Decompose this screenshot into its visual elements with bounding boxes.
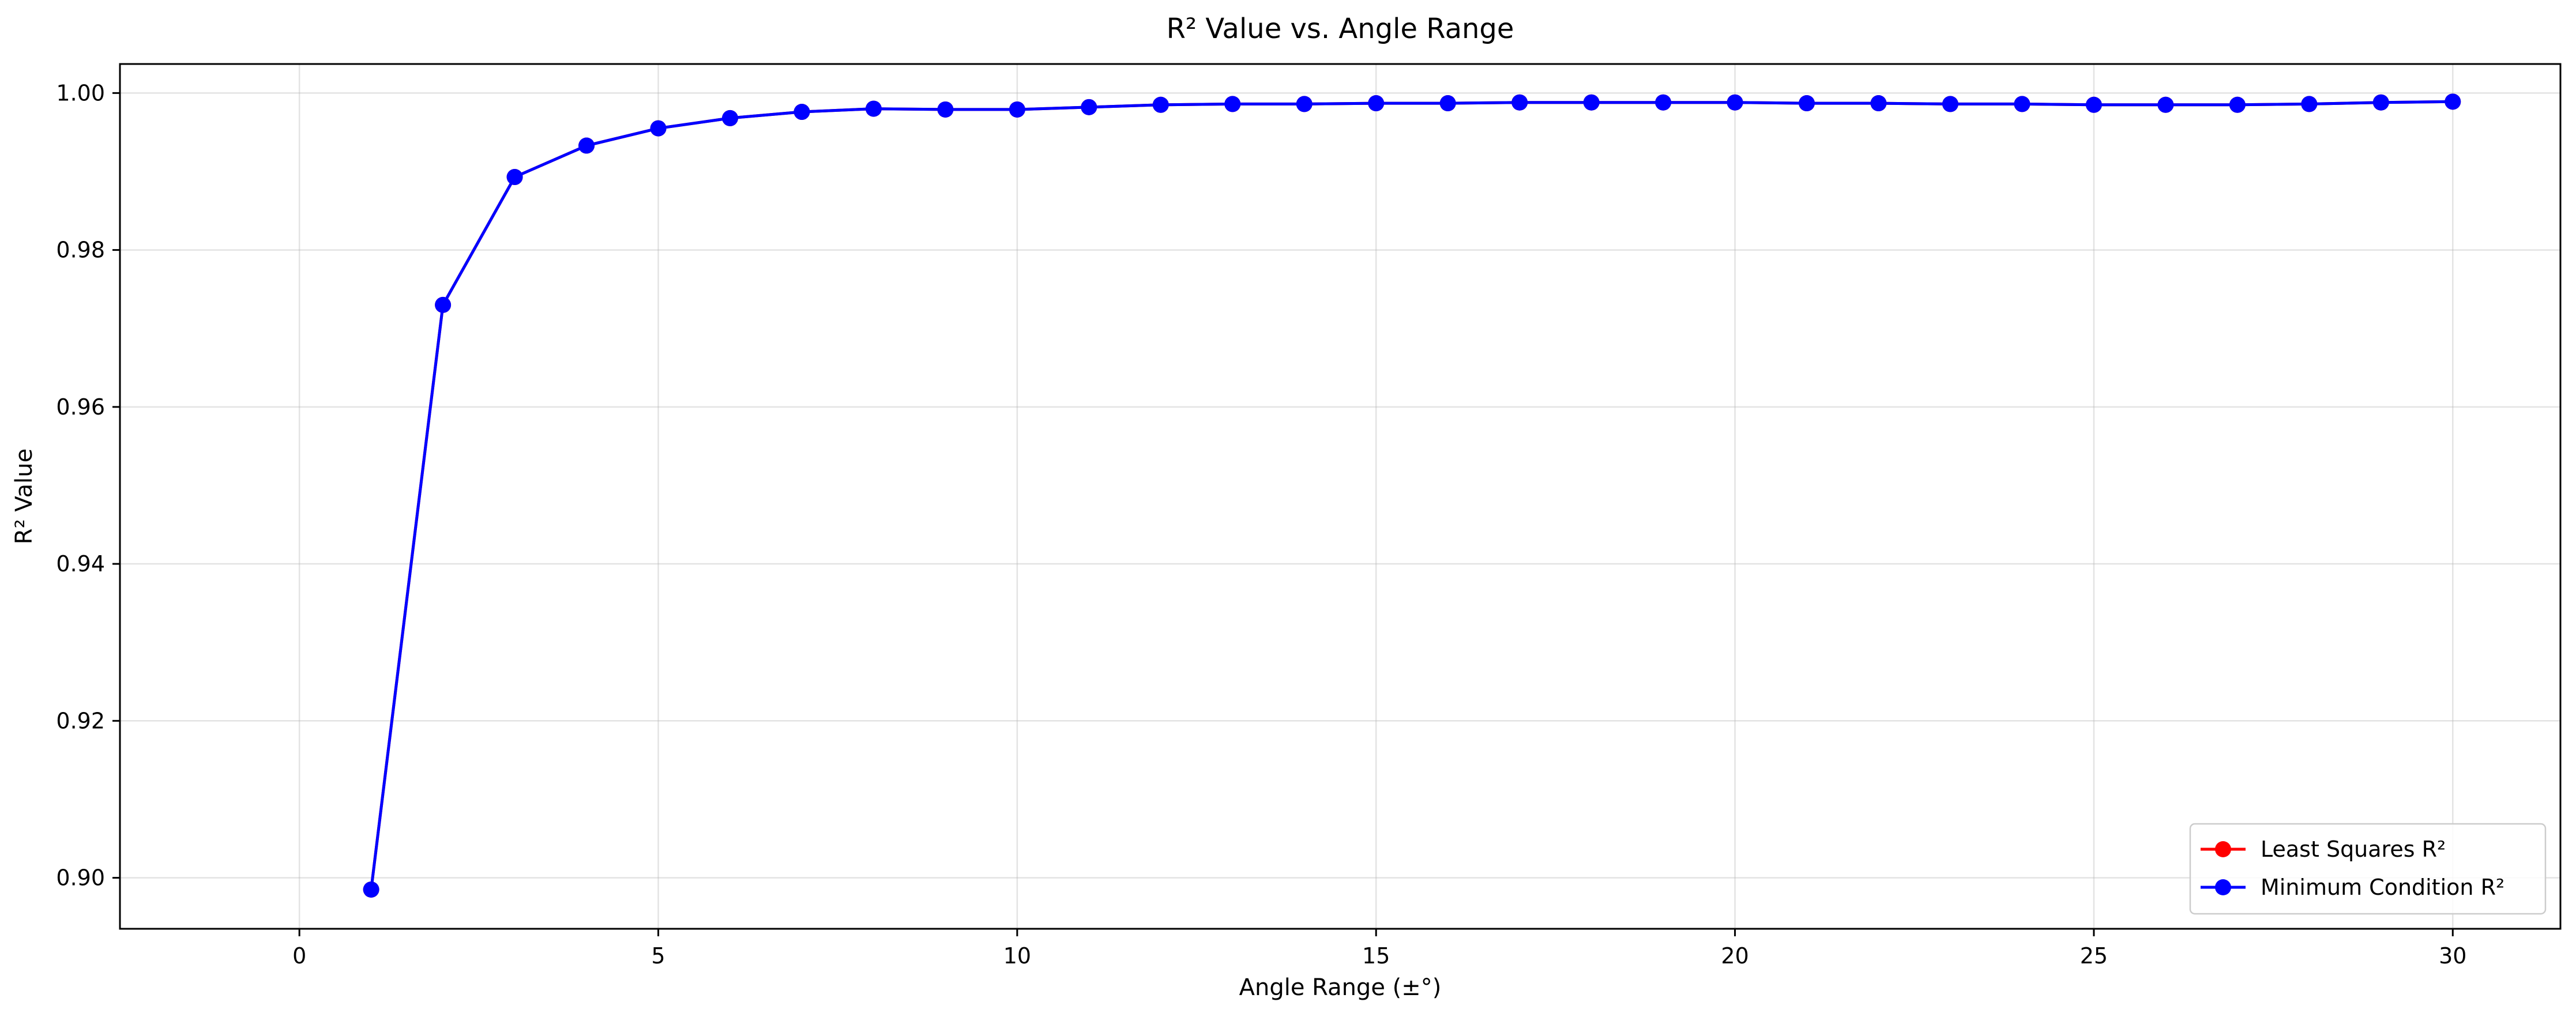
- chart-title: R² Value vs. Angle Range: [1167, 13, 1514, 45]
- data-point: [865, 100, 882, 117]
- x-tick-label: 15: [1362, 943, 1390, 969]
- legend-marker: [2215, 879, 2231, 895]
- data-point: [2157, 96, 2174, 113]
- data-point: [2014, 96, 2030, 112]
- x-tick-label: 0: [292, 943, 306, 969]
- data-point: [1799, 95, 1815, 112]
- x-tick-label: 5: [651, 943, 665, 969]
- data-point: [2372, 94, 2389, 111]
- data-point: [363, 881, 379, 898]
- data-point: [1583, 94, 1600, 111]
- series-layer: [363, 93, 2461, 898]
- x-tick-label: 30: [2439, 943, 2466, 969]
- series-1: [363, 93, 2461, 898]
- data-point: [722, 110, 738, 126]
- y-tick-label: 0.98: [56, 238, 105, 263]
- data-point: [650, 120, 667, 137]
- x-tick-label: 25: [2080, 943, 2108, 969]
- x-tick-label: 10: [1003, 943, 1031, 969]
- data-point: [578, 137, 595, 154]
- data-point: [1009, 101, 1025, 118]
- y-axis-label: R² Value: [11, 449, 37, 544]
- data-point: [1224, 96, 1241, 112]
- legend-box: [2189, 823, 2547, 915]
- y-tick-label: 0.92: [56, 708, 105, 733]
- data-point: [1870, 95, 1887, 112]
- data-point: [435, 296, 452, 313]
- data-point: [1152, 96, 1169, 113]
- data-point: [794, 104, 810, 120]
- plot-frame: [119, 63, 2562, 930]
- data-point: [1296, 96, 1313, 112]
- data-point: [937, 101, 954, 118]
- legend-marker: [2215, 841, 2231, 857]
- series-line: [370, 100, 2453, 890]
- data-point: [2229, 96, 2246, 113]
- data-point: [1081, 99, 1097, 115]
- x-axis-label: Angle Range (±°): [1239, 974, 1442, 1001]
- grid: [120, 64, 2560, 929]
- data-point: [2445, 93, 2461, 110]
- y-tick-label: 0.94: [56, 551, 105, 577]
- data-point: [2085, 96, 2102, 113]
- data-point: [1439, 95, 1456, 112]
- data-point: [2301, 96, 2318, 112]
- legend: Least Squares R² Minimum Condition R²: [2189, 823, 2547, 915]
- data-point: [1942, 96, 1958, 112]
- legend-label: Least Squares R²: [2261, 837, 2446, 862]
- data-point: [1655, 94, 1672, 111]
- legend-label: Minimum Condition R²: [2261, 875, 2504, 900]
- data-point: [1368, 95, 1385, 112]
- data-point: [506, 169, 523, 186]
- data-point: [1511, 94, 1528, 111]
- y-tick-label: 0.96: [56, 394, 105, 420]
- y-tick-label: 1.00: [56, 80, 105, 106]
- x-tick-label: 20: [1721, 943, 1748, 969]
- data-point: [1727, 94, 1743, 111]
- axis-ticks: 0 5 10 15 20 25 30 0.90 0.92 0.94 0.96 0.98 1.00: [56, 80, 2466, 969]
- y-tick-label: 0.90: [56, 865, 105, 891]
